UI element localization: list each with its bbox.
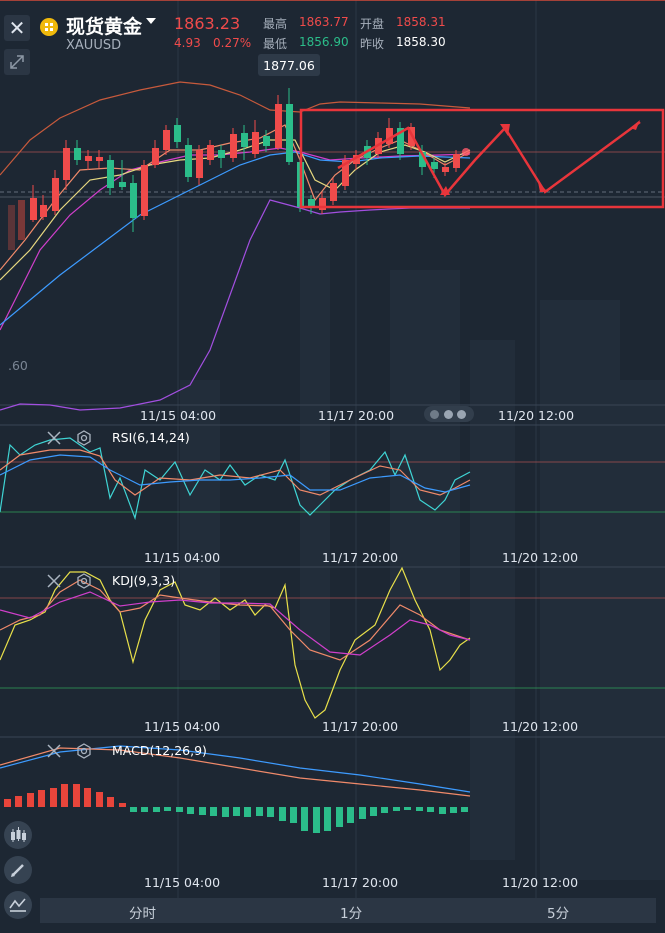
gold-coin-icon — [40, 18, 58, 36]
time-label: 11/15 04:00 — [144, 550, 221, 565]
price-change: 4.93 — [174, 36, 201, 50]
left-price-label: .60 — [8, 358, 28, 373]
open-label: 开盘 — [360, 17, 385, 31]
time-label: 11/17 20:00 — [322, 719, 399, 734]
price-change-percent: 0.27% — [213, 36, 252, 50]
time-label: 11/15 04:00 — [144, 875, 221, 890]
pencil-icon — [11, 864, 24, 877]
crosshair-price-tooltip: 1877.06 — [258, 54, 320, 76]
macd-label: MACD(12,26,9) — [112, 743, 207, 758]
time-label: 11/20 12:00 — [502, 550, 579, 565]
current-price: 1863.23 — [174, 14, 241, 33]
gear-icon[interactable] — [76, 573, 92, 593]
time-label: 11/17 20:00 — [322, 875, 399, 890]
close-indicator-icon[interactable] — [46, 430, 62, 450]
low-label: 最低 — [263, 37, 288, 51]
prev-close-value: 1858.30 — [396, 35, 446, 49]
prev-close-label: 昨收 — [360, 37, 385, 51]
time-label: 11/15 04:00 — [144, 719, 221, 734]
close-indicator-icon[interactable] — [46, 573, 62, 593]
pager-dot[interactable] — [444, 410, 453, 419]
pager-dot[interactable] — [457, 410, 466, 419]
time-label: 11/20 12:00 — [502, 875, 579, 890]
expand-button[interactable] — [4, 49, 30, 75]
caret-down-icon[interactable] — [146, 18, 156, 24]
instrument-symbol: XAUUSD — [66, 38, 122, 53]
high-label: 最高 — [263, 17, 288, 31]
time-label: 11/20 12:00 — [502, 719, 579, 734]
draw-button[interactable] — [4, 856, 32, 884]
rsi-label: RSI(6,14,24) — [112, 430, 190, 445]
gear-icon[interactable] — [76, 430, 92, 450]
low-value: 1856.90 — [299, 35, 349, 49]
candlestick-button[interactable] — [4, 821, 32, 849]
close-indicator-icon[interactable] — [46, 743, 62, 763]
candlestick-icon — [11, 827, 26, 842]
pager-dot[interactable] — [430, 410, 439, 419]
instrument-title[interactable]: 现货黄金 — [66, 16, 143, 38]
tab-1min[interactable]: 1分 — [340, 906, 363, 922]
high-value: 1863.77 — [299, 15, 349, 29]
open-value: 1858.31 — [396, 15, 446, 29]
time-label: 11/15 04:00 — [140, 408, 217, 423]
period-tab-bar — [40, 898, 656, 923]
time-label: 11/17 20:00 — [322, 550, 399, 565]
close-icon: ✕ — [8, 16, 26, 40]
indicator-icon — [9, 898, 26, 912]
kdj-label: KDJ(9,3,3) — [112, 573, 176, 588]
close-button[interactable]: ✕ — [4, 15, 30, 41]
time-label: 11/17 20:00 — [318, 408, 395, 423]
time-label: 11/20 12:00 — [498, 408, 575, 423]
pager-dots[interactable] — [424, 406, 474, 422]
tab-5min[interactable]: 5分 — [547, 906, 570, 922]
indicator-button[interactable] — [4, 891, 32, 919]
tab-timeshare[interactable]: 分时 — [129, 906, 156, 922]
expand-icon — [10, 55, 24, 69]
gear-icon[interactable] — [76, 743, 92, 763]
